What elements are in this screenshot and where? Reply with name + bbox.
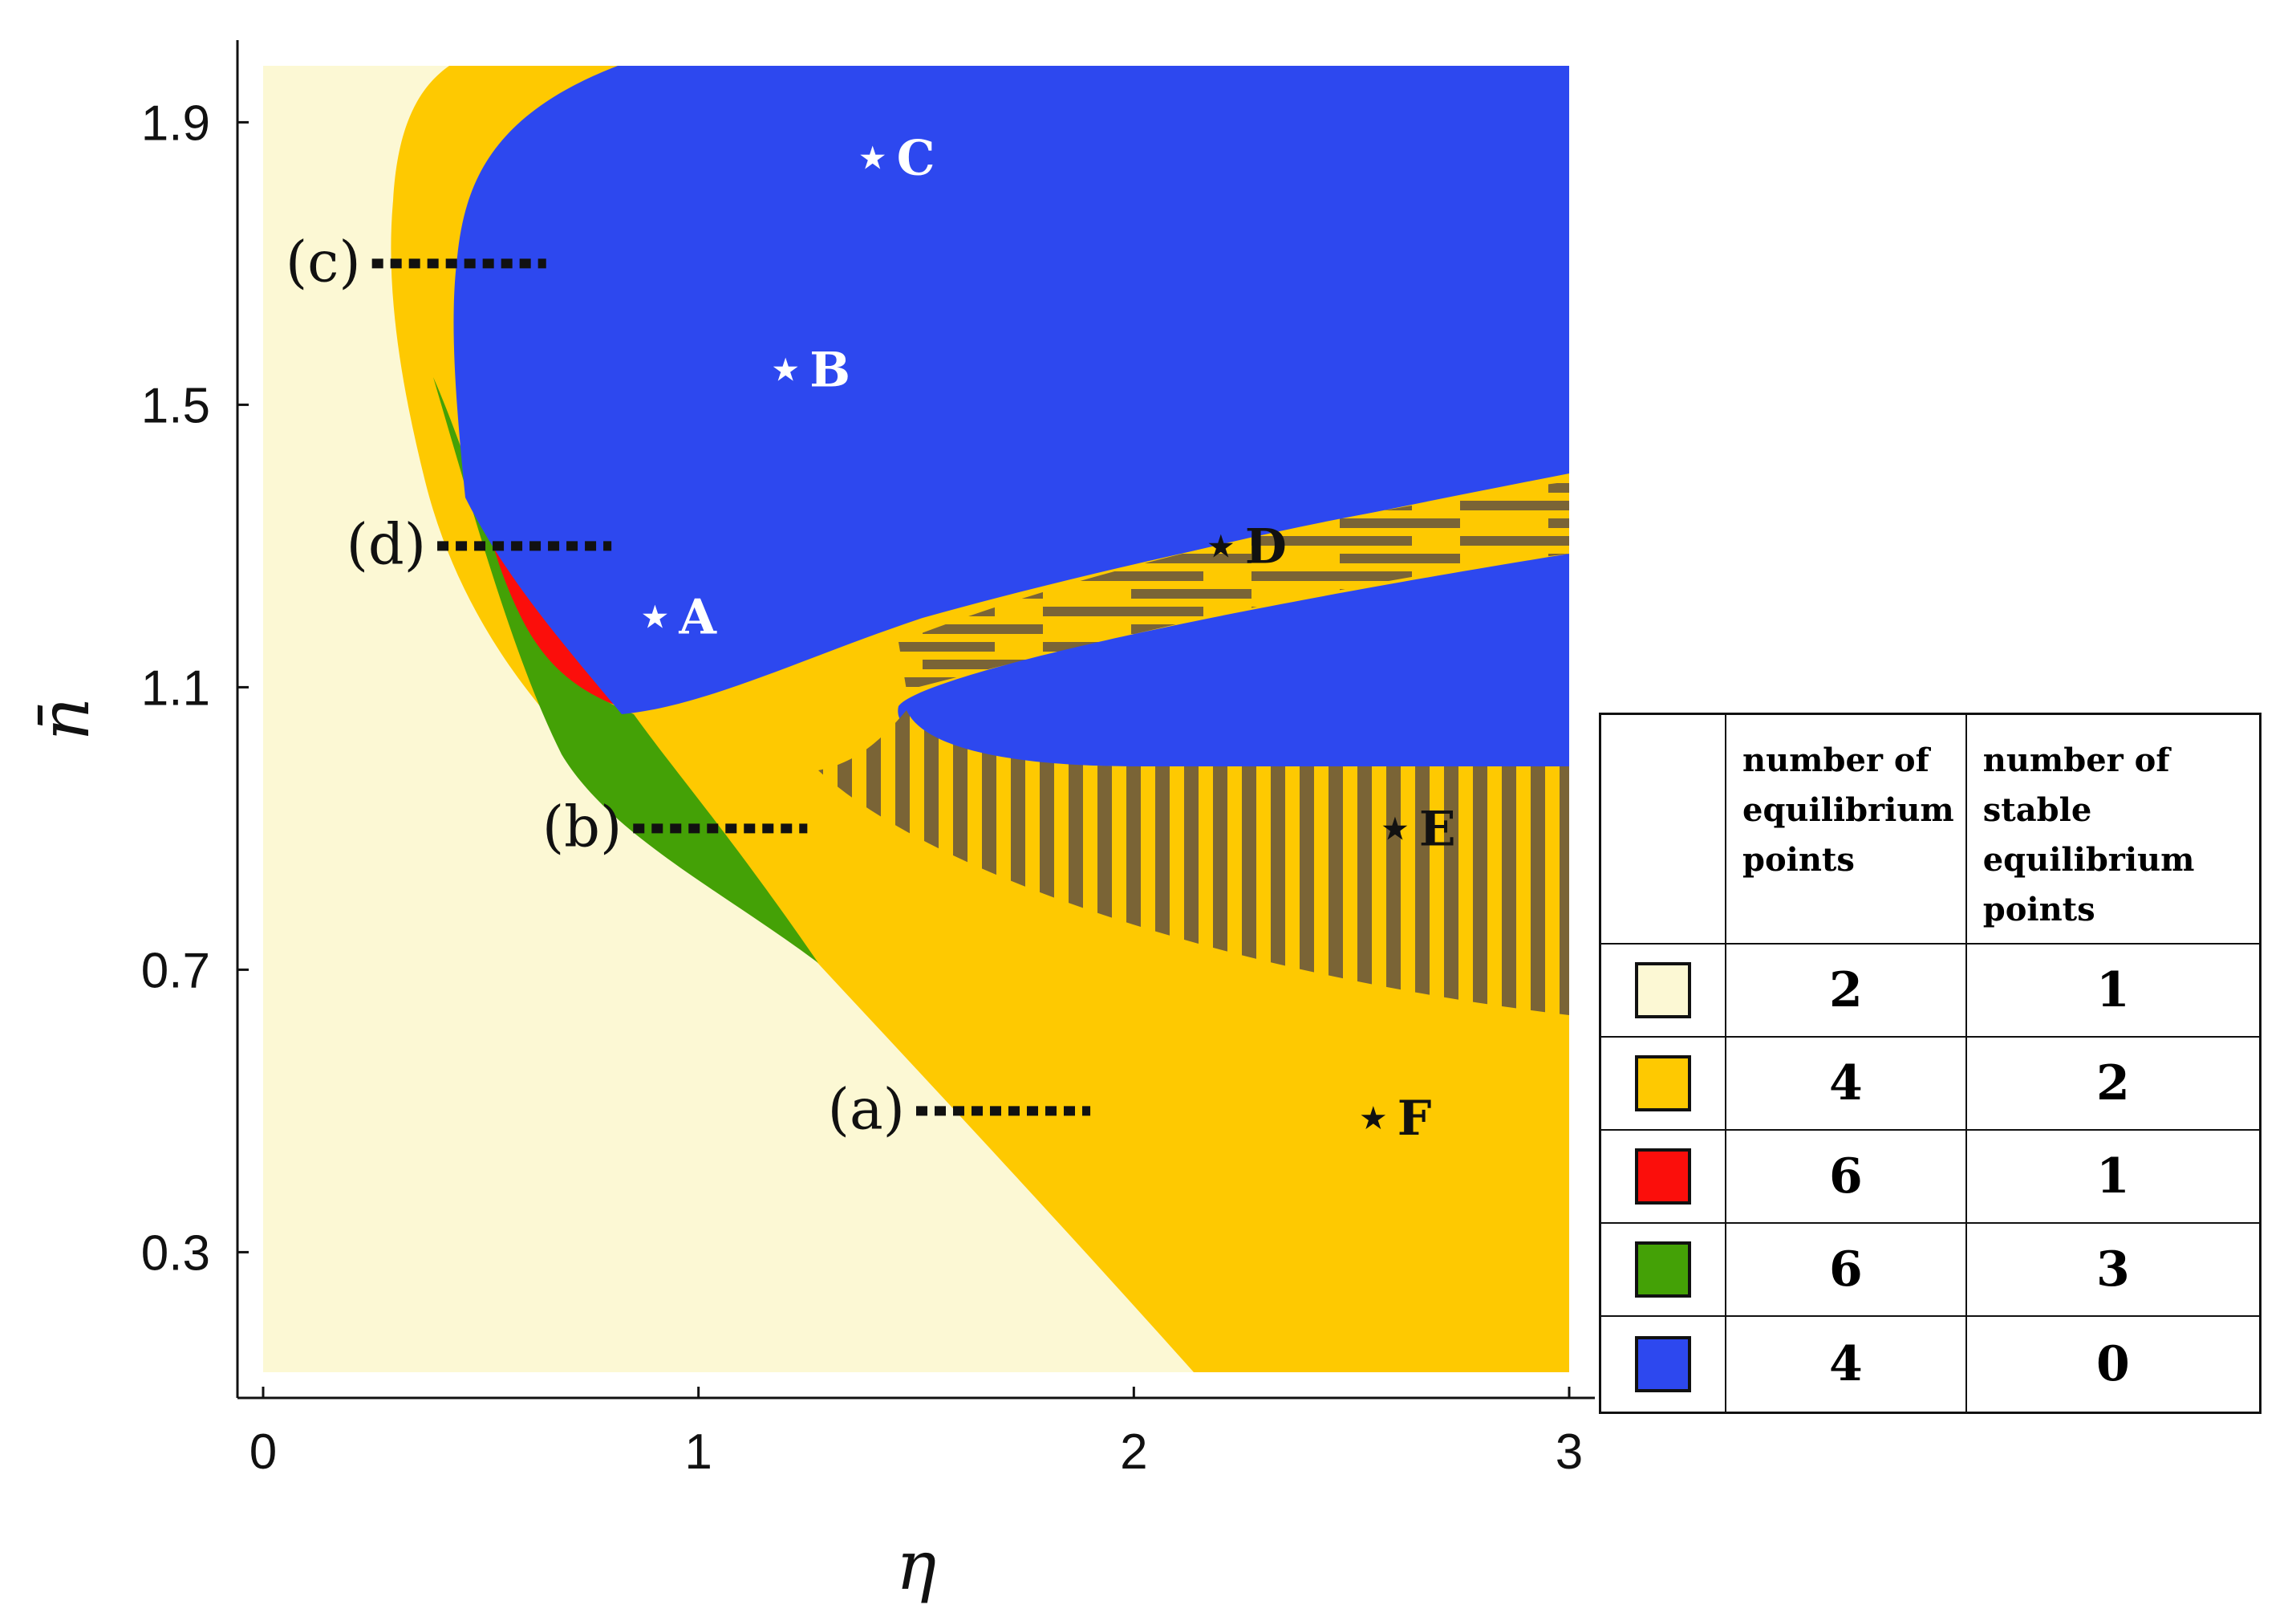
x-tick-label: 2 [1120, 1424, 1147, 1480]
legend-swatch [1635, 962, 1691, 1018]
point-star-icon: ★ [858, 140, 887, 177]
point-label: E [1419, 801, 1456, 857]
legend-equilibrium-count: 4 [1725, 1315, 1967, 1413]
legend-swatch [1635, 1335, 1691, 1392]
x-tick-label: 3 [1556, 1424, 1583, 1480]
point-star-icon: ★ [1359, 1100, 1388, 1137]
cut-line-label: (a) [828, 1076, 905, 1142]
x-tick-label: 0 [249, 1424, 277, 1480]
cut-lines: (a) (b) (c) (d) [286, 229, 1091, 1142]
x-tick-label: 1 [684, 1424, 712, 1480]
legend-header-stable: number of stable equilibrium points [1965, 713, 2262, 945]
legend-swatch-cell [1599, 1129, 1726, 1224]
cut-line-label: (b) [542, 794, 622, 859]
legend-stable-count: 3 [1965, 1222, 2262, 1317]
legend-swatch [1635, 1055, 1691, 1111]
point-star-icon: ★ [1207, 528, 1235, 565]
region-4-0-lobe [898, 554, 1569, 766]
band-hatched-horizontal [899, 481, 1569, 690]
legend-swatch [1635, 1241, 1691, 1298]
point-star-icon: ★ [640, 599, 669, 636]
y-ticks: 0.3 0.7 1.1 1.5 1.9 [141, 95, 249, 1281]
legend-equilibrium-count: 2 [1725, 943, 1967, 1038]
legend-stable-count: 2 [1965, 1036, 2262, 1131]
region-4-0-upper [453, 66, 1569, 714]
point-label: A [678, 589, 717, 645]
legend-header-swatch [1599, 713, 1726, 945]
band-hatched-vertical [818, 710, 1569, 1015]
legend-equilibrium-count: 6 [1725, 1222, 1967, 1317]
y-tick-label: 1.9 [141, 95, 210, 151]
point-label: D [1245, 518, 1287, 575]
x-ticks: 0 1 2 3 [249, 1387, 1583, 1480]
point-star-icon: ★ [1381, 810, 1410, 847]
y-tick-label: 1.5 [141, 378, 210, 433]
legend-stable-count: 1 [1965, 1129, 2262, 1224]
legend-swatch-cell [1599, 943, 1726, 1038]
legend-header-count: number of equilibrium points [1725, 713, 1967, 945]
legend-swatch-cell [1599, 1036, 1726, 1131]
plot-area [263, 66, 1569, 1372]
point-label: B [809, 342, 850, 398]
legend-swatch [1635, 1148, 1691, 1205]
cut-line-label: (d) [347, 511, 426, 577]
legend-equilibrium-count: 4 [1725, 1036, 1967, 1131]
legend-swatch-cell [1599, 1315, 1726, 1413]
legend-swatch-cell [1599, 1222, 1726, 1317]
x-axis-title: η [896, 1526, 936, 1605]
y-tick-label: 0.7 [141, 943, 210, 998]
legend-table: number of equilibrium points number of s… [1599, 713, 2262, 1414]
legend-stable-count: 0 [1965, 1315, 2262, 1413]
legend-equilibrium-count: 6 [1725, 1129, 1967, 1224]
y-axis-title: n̄ [26, 697, 104, 741]
point-label: F [1397, 1091, 1432, 1147]
marked-points: ★ A★ B★ C★ D★ E★ F [640, 130, 1455, 1147]
cut-line-label: (c) [286, 229, 361, 295]
y-tick-label: 0.3 [141, 1225, 210, 1281]
legend-stable-count: 1 [1965, 943, 2262, 1038]
y-tick-label: 1.1 [141, 660, 210, 716]
point-star-icon: ★ [771, 351, 800, 388]
point-label: C [897, 130, 935, 186]
